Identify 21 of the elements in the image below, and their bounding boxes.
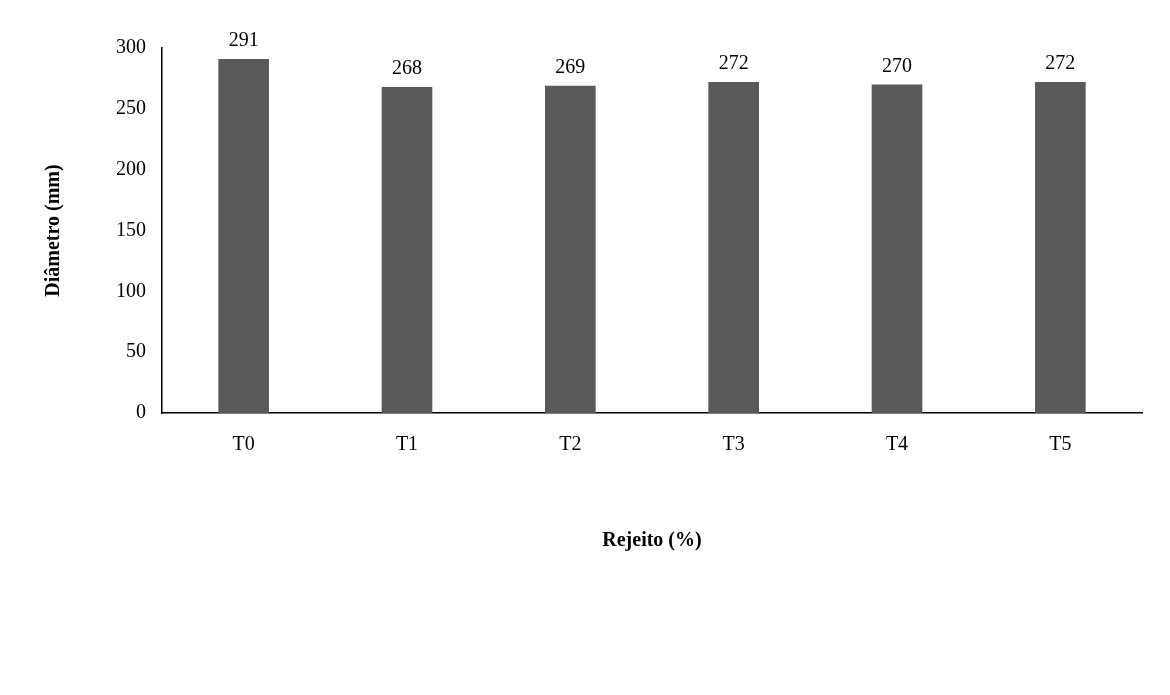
x-tick-label: T4 [885, 432, 909, 455]
data-label: 291 [228, 28, 259, 51]
x-tick-label: T5 [1049, 432, 1072, 455]
y-tick-label: 150 [116, 217, 146, 240]
y-tick-label: 100 [116, 278, 146, 301]
x-tick-label: T0 [232, 432, 255, 455]
x-tick-label: T1 [395, 432, 419, 455]
data-label: 268 [392, 56, 422, 79]
y-axis-title: Diâmetro (mm) [41, 164, 65, 297]
data-label: 272 [718, 51, 749, 74]
data-label: 270 [882, 53, 912, 76]
y-tick-label: 0 [136, 400, 146, 423]
x-tick-label: T3 [722, 432, 745, 455]
y-tick-label: 250 [116, 96, 146, 119]
x-tick-label: T2 [559, 432, 582, 455]
y-tick-label: 200 [116, 156, 146, 179]
y-tick-label: 300 [116, 35, 146, 58]
data-label: 272 [1045, 51, 1076, 74]
x-axis-title: Rejeito (%) [602, 528, 702, 552]
data-label: 269 [555, 54, 586, 77]
y-tick-label: 50 [126, 339, 146, 362]
